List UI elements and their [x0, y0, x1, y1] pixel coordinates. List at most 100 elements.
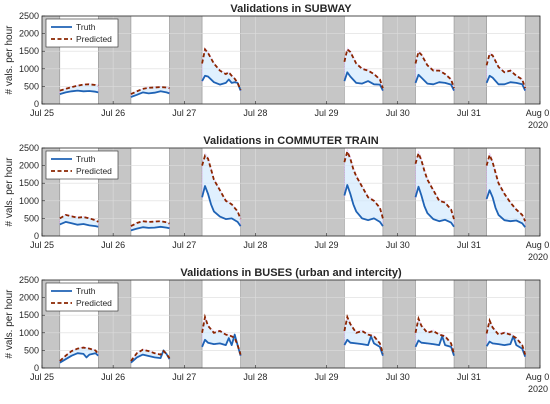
y-axis-label: # vals. per hour: [4, 157, 15, 227]
y-tick-label: 0: [34, 99, 39, 109]
year-label: 2020: [528, 384, 548, 394]
x-tick-label: Jul 26: [101, 372, 125, 382]
truth-line: [343, 71, 384, 92]
closed-period-3: [169, 148, 203, 236]
x-tick-label: Jul 30: [386, 240, 410, 250]
y-tick-label: 500: [24, 213, 39, 223]
legend-box: [45, 150, 119, 180]
predicted-line: [414, 50, 455, 89]
truth-line: [130, 225, 170, 232]
x-tick-label: Jul 29: [315, 372, 339, 382]
y-tick-label: 0: [34, 363, 39, 373]
y-tick-label: 1000: [19, 328, 39, 338]
truth-line: [59, 220, 99, 228]
x-tick-label: Aug 01: [526, 240, 550, 250]
y-tick-label: 1500: [19, 46, 39, 56]
legend-label-predicted: Predicted: [76, 166, 112, 176]
y-axis-label: # vals. per hour: [4, 25, 15, 95]
x-tick-label: Jul 28: [243, 372, 267, 382]
x-tick-label: Jul 29: [315, 108, 339, 118]
truth-line: [485, 335, 527, 358]
x-tick-label: Jul 28: [243, 240, 267, 250]
legend-box: [45, 282, 119, 312]
legend: Truth Predicted: [45, 18, 119, 48]
predicted-line: [414, 315, 455, 355]
x-tick-label: Jul 31: [457, 372, 481, 382]
legend-label-truth: Truth: [76, 286, 96, 296]
closed-period-4: [240, 280, 345, 368]
predicted-line: [485, 317, 527, 355]
x-tick-label: Jul 25: [30, 372, 54, 382]
predicted-line: [485, 52, 527, 89]
prediction-band: [344, 148, 384, 228]
predicted-line: [343, 148, 384, 219]
y-tick-label: 0: [34, 231, 39, 241]
closed-period-5: [382, 280, 416, 368]
y-tick-label: 2500: [19, 11, 39, 21]
y-tick-label: 1500: [19, 310, 39, 320]
predicted-line: [59, 83, 99, 92]
predicted-line: [59, 346, 99, 362]
axes-frame: [41, 279, 541, 369]
chart-panel-3: 0 500 1000 1500 2000 2500 Jul 25 Jul 26 Jul 27 Ju…: [4, 267, 550, 394]
truth-line: [130, 90, 170, 98]
predicted-line: [130, 86, 170, 95]
closed-period-6: [453, 16, 487, 104]
truth-line: [414, 73, 455, 91]
truth-line: [59, 89, 99, 95]
chart-title: Validations in SUBWAY: [230, 3, 352, 15]
x-tick-label: Jul 27: [172, 108, 196, 118]
truth-line: [201, 74, 242, 91]
y-tick-label: 2500: [19, 275, 39, 285]
x-tick-label: Jul 26: [101, 108, 125, 118]
y-tick-label: 1000: [19, 64, 39, 74]
x-tick-label: Jul 25: [30, 108, 54, 118]
closed-period-4: [240, 16, 345, 104]
y-axis-label: # vals. per hour: [4, 289, 15, 359]
y-tick-label: 2000: [19, 293, 39, 303]
y-tick-label: 2500: [19, 143, 39, 153]
y-tick-label: 2000: [19, 29, 39, 39]
y-tick-label: 1500: [19, 178, 39, 188]
closed-period-4: [240, 148, 345, 236]
truth-line: [201, 185, 242, 227]
y-tick-label: 500: [24, 81, 39, 91]
y-tick-label: 500: [24, 345, 39, 355]
predicted-line: [59, 213, 99, 223]
legend-label-predicted: Predicted: [76, 298, 112, 308]
truth-line: [343, 184, 384, 227]
year-label: 2020: [528, 120, 548, 130]
y-tick-label: 1000: [19, 196, 39, 206]
predicted-line: [343, 47, 384, 89]
truth-line: [485, 189, 526, 228]
truth-line: [201, 333, 242, 356]
closed-period-6: [453, 280, 487, 368]
x-tick-label: Jul 27: [172, 372, 196, 382]
x-tick-label: Jul 27: [172, 240, 196, 250]
y-tick-label: 2000: [19, 161, 39, 171]
year-label: 2020: [528, 252, 548, 262]
predicted-line: [130, 348, 171, 362]
x-tick-label: Jul 31: [457, 108, 481, 118]
predicted-line: [414, 150, 455, 220]
x-tick-label: Jul 25: [30, 240, 54, 250]
closed-period-5: [382, 16, 416, 104]
prediction-band: [130, 220, 170, 231]
legend-label-truth: Truth: [76, 22, 96, 32]
closed-period-3: [169, 16, 203, 104]
closed-period-7: [524, 16, 540, 104]
closed-period-7: [524, 280, 540, 368]
chart-title: Validations in BUSES (urban and intercit…: [180, 267, 402, 279]
closed-period-5: [382, 148, 416, 236]
truth-line: [343, 335, 384, 356]
x-tick-label: Jul 30: [386, 372, 410, 382]
predicted-line: [201, 154, 242, 220]
x-tick-label: Jul 28: [243, 108, 267, 118]
legend-label-truth: Truth: [76, 154, 96, 164]
x-tick-label: Jul 26: [101, 240, 125, 250]
closed-period-7: [524, 148, 540, 236]
x-tick-label: Aug 01: [526, 108, 550, 118]
predicted-line: [201, 47, 242, 91]
legend-label-predicted: Predicted: [76, 34, 112, 44]
